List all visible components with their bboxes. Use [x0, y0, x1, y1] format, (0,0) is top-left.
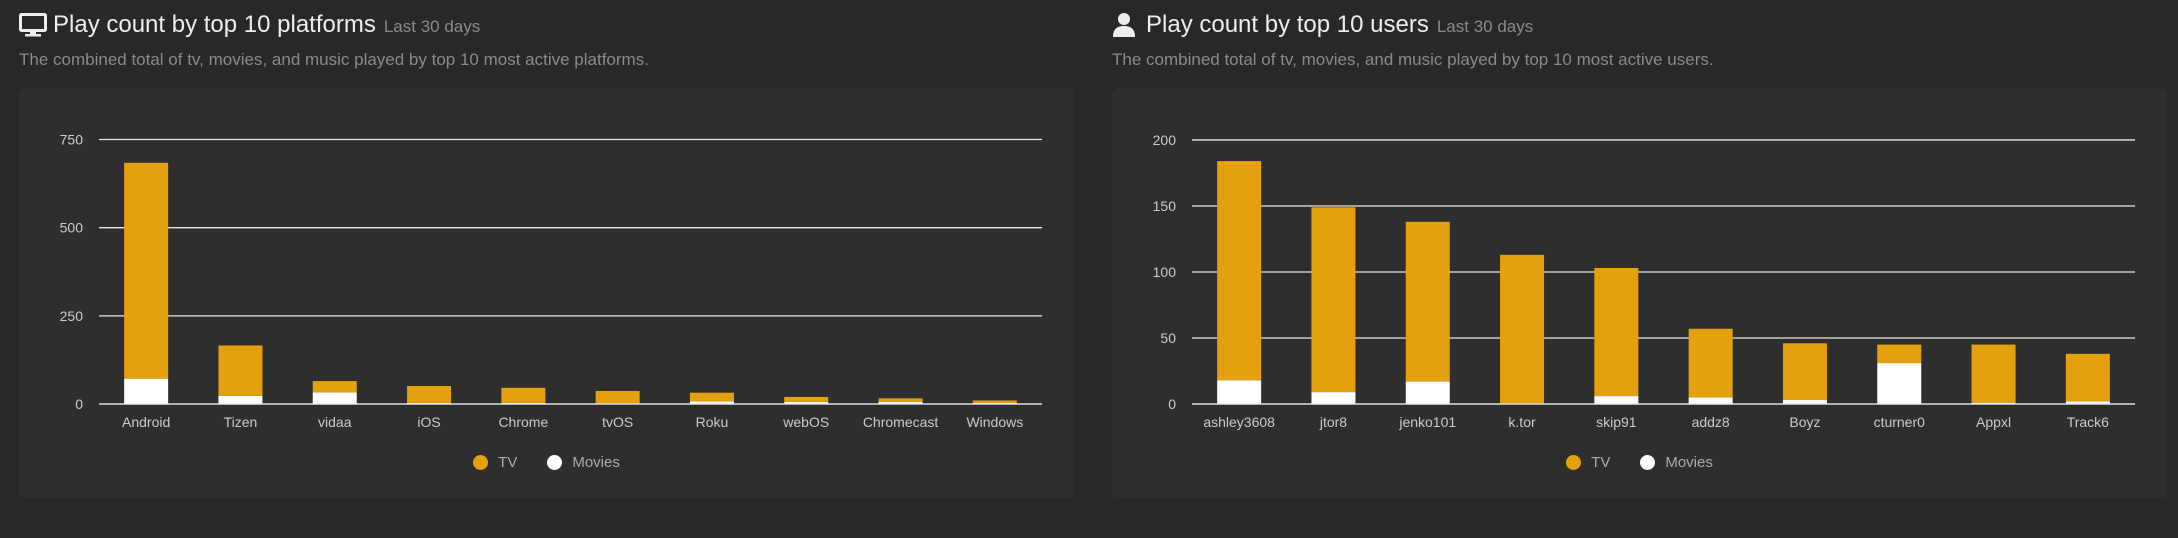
bar-movies[interactable]	[1877, 363, 1922, 404]
x-tick-label: vidaa	[318, 414, 352, 430]
y-tick-label: 750	[60, 132, 84, 148]
bar-tv[interactable]	[972, 400, 1017, 403]
bar-movies[interactable]	[2065, 401, 2110, 404]
platforms-legend: TV Movies	[19, 454, 1074, 471]
bar-movies[interactable]	[878, 401, 923, 404]
platforms-chart: 0 250 500 750 Android Tizen vidaa iOS Chrome tvOS…	[60, 132, 1042, 430]
y-tick-label: 200	[1153, 132, 1177, 148]
user-icon	[1112, 11, 1142, 39]
legend-item-movies[interactable]: Movies	[547, 454, 620, 471]
x-tick-label: Android	[122, 414, 170, 430]
y-tick-label: 100	[1153, 264, 1177, 280]
bar-tv[interactable]	[2065, 353, 2110, 402]
users-title: Play count by top 10 users	[1146, 11, 1429, 38]
bar-tv[interactable]	[1782, 343, 1827, 401]
x-tick-label: Roku	[696, 414, 729, 430]
x-tick-label: Tizen	[224, 414, 258, 430]
legend-item-tv[interactable]: TV	[473, 454, 517, 471]
x-tick-label: addz8	[1692, 414, 1730, 430]
bar-tv[interactable]	[124, 162, 169, 379]
x-tick-label: Chromecast	[863, 414, 939, 430]
legend-label-movies: Movies	[572, 454, 620, 471]
bar-tv[interactable]	[1217, 161, 1262, 381]
bar-tv[interactable]	[1877, 344, 1922, 364]
legend-label-tv: TV	[1591, 454, 1611, 471]
bar-tv[interactable]	[1311, 207, 1356, 393]
tv-legend-dot	[1566, 455, 1582, 470]
x-tick-label: Windows	[966, 414, 1023, 430]
bar-movies[interactable]	[1594, 396, 1639, 404]
y-tick-label: 150	[1153, 198, 1177, 214]
bar-tv[interactable]	[1594, 268, 1639, 397]
bar-tv[interactable]	[312, 381, 357, 393]
bar-tv[interactable]	[501, 387, 546, 403]
platforms-range: Last 30 days	[383, 17, 481, 36]
platforms-description: The combined total of tv, movies, and mu…	[19, 50, 649, 69]
legend-label-movies: Movies	[1665, 454, 1713, 471]
bar-movies[interactable]	[1311, 392, 1356, 404]
tv-legend-dot	[473, 455, 489, 470]
bar-movies[interactable]	[312, 392, 357, 404]
bar-movies[interactable]	[1405, 381, 1450, 404]
users-chart-card: 0 50 100 150 200 ashley3608 jtor8 jenko101 k.tor…	[1112, 88, 2167, 498]
x-tick-label: jenko101	[1398, 414, 1456, 430]
x-tick-label: skip91	[1596, 414, 1637, 430]
x-tick-label: jtor8	[1319, 414, 1347, 430]
movies-legend-dot	[1640, 455, 1656, 470]
users-description: The combined total of tv, movies, and mu…	[1112, 50, 1714, 69]
movies-legend-dot	[547, 455, 563, 470]
bar-movies[interactable]	[1971, 402, 2016, 404]
y-tick-label: 500	[60, 220, 84, 236]
users-chart: 0 50 100 150 200 ashley3608 jtor8 jenko101 k.tor…	[1153, 132, 2135, 430]
legend-label-tv: TV	[498, 454, 518, 471]
bar-tv[interactable]	[1500, 254, 1545, 404]
bar-movies[interactable]	[1782, 400, 1827, 404]
y-tick-label: 0	[75, 396, 83, 412]
x-tick-label: Boyz	[1789, 414, 1820, 430]
x-tick-label: iOS	[417, 414, 440, 430]
x-tick-label: ashley3608	[1203, 414, 1275, 430]
bar-tv[interactable]	[218, 345, 263, 396]
bar-tv[interactable]	[595, 390, 640, 404]
bar-tv[interactable]	[1405, 221, 1450, 382]
platforms-header: Play count by top 10 platforms Last 30 d…	[19, 9, 480, 41]
bar-movies[interactable]	[1217, 380, 1262, 404]
bar-tv[interactable]	[878, 398, 923, 402]
bar-movies[interactable]	[1688, 397, 1733, 404]
legend-item-movies[interactable]: Movies	[1640, 454, 1713, 471]
x-tick-label: Appxl	[1976, 414, 2011, 430]
platforms-chart-card: 0 250 500 750 Android Tizen vidaa iOS Chrome tvOS…	[19, 88, 1074, 498]
bar-tv[interactable]	[1971, 344, 2016, 403]
x-tick-label: webOS	[782, 414, 829, 430]
x-tick-label: tvOS	[602, 414, 633, 430]
x-tick-label: k.tor	[1508, 414, 1536, 430]
bar-movies[interactable]	[218, 395, 263, 404]
platforms-title: Play count by top 10 platforms	[53, 11, 376, 38]
x-tick-label: Chrome	[498, 414, 548, 430]
users-range: Last 30 days	[1436, 17, 1534, 36]
x-tick-label: cturner0	[1874, 414, 1926, 430]
y-tick-label: 50	[1160, 330, 1176, 346]
bar-tv[interactable]	[784, 396, 829, 402]
y-tick-label: 250	[60, 308, 84, 324]
legend-item-tv[interactable]: TV	[1566, 454, 1610, 471]
monitor-icon	[19, 11, 49, 39]
bar-movies[interactable]	[689, 401, 734, 404]
users-legend: TV Movies	[1112, 454, 2167, 471]
x-tick-label: Track6	[2067, 414, 2109, 430]
bar-tv[interactable]	[1688, 328, 1733, 398]
bar-tv[interactable]	[689, 392, 734, 402]
y-tick-label: 0	[1168, 396, 1176, 412]
bar-movies[interactable]	[124, 378, 169, 404]
bar-tv[interactable]	[407, 386, 452, 403]
bar-movies[interactable]	[784, 401, 829, 404]
users-header: Play count by top 10 users Last 30 days	[1112, 9, 1533, 41]
